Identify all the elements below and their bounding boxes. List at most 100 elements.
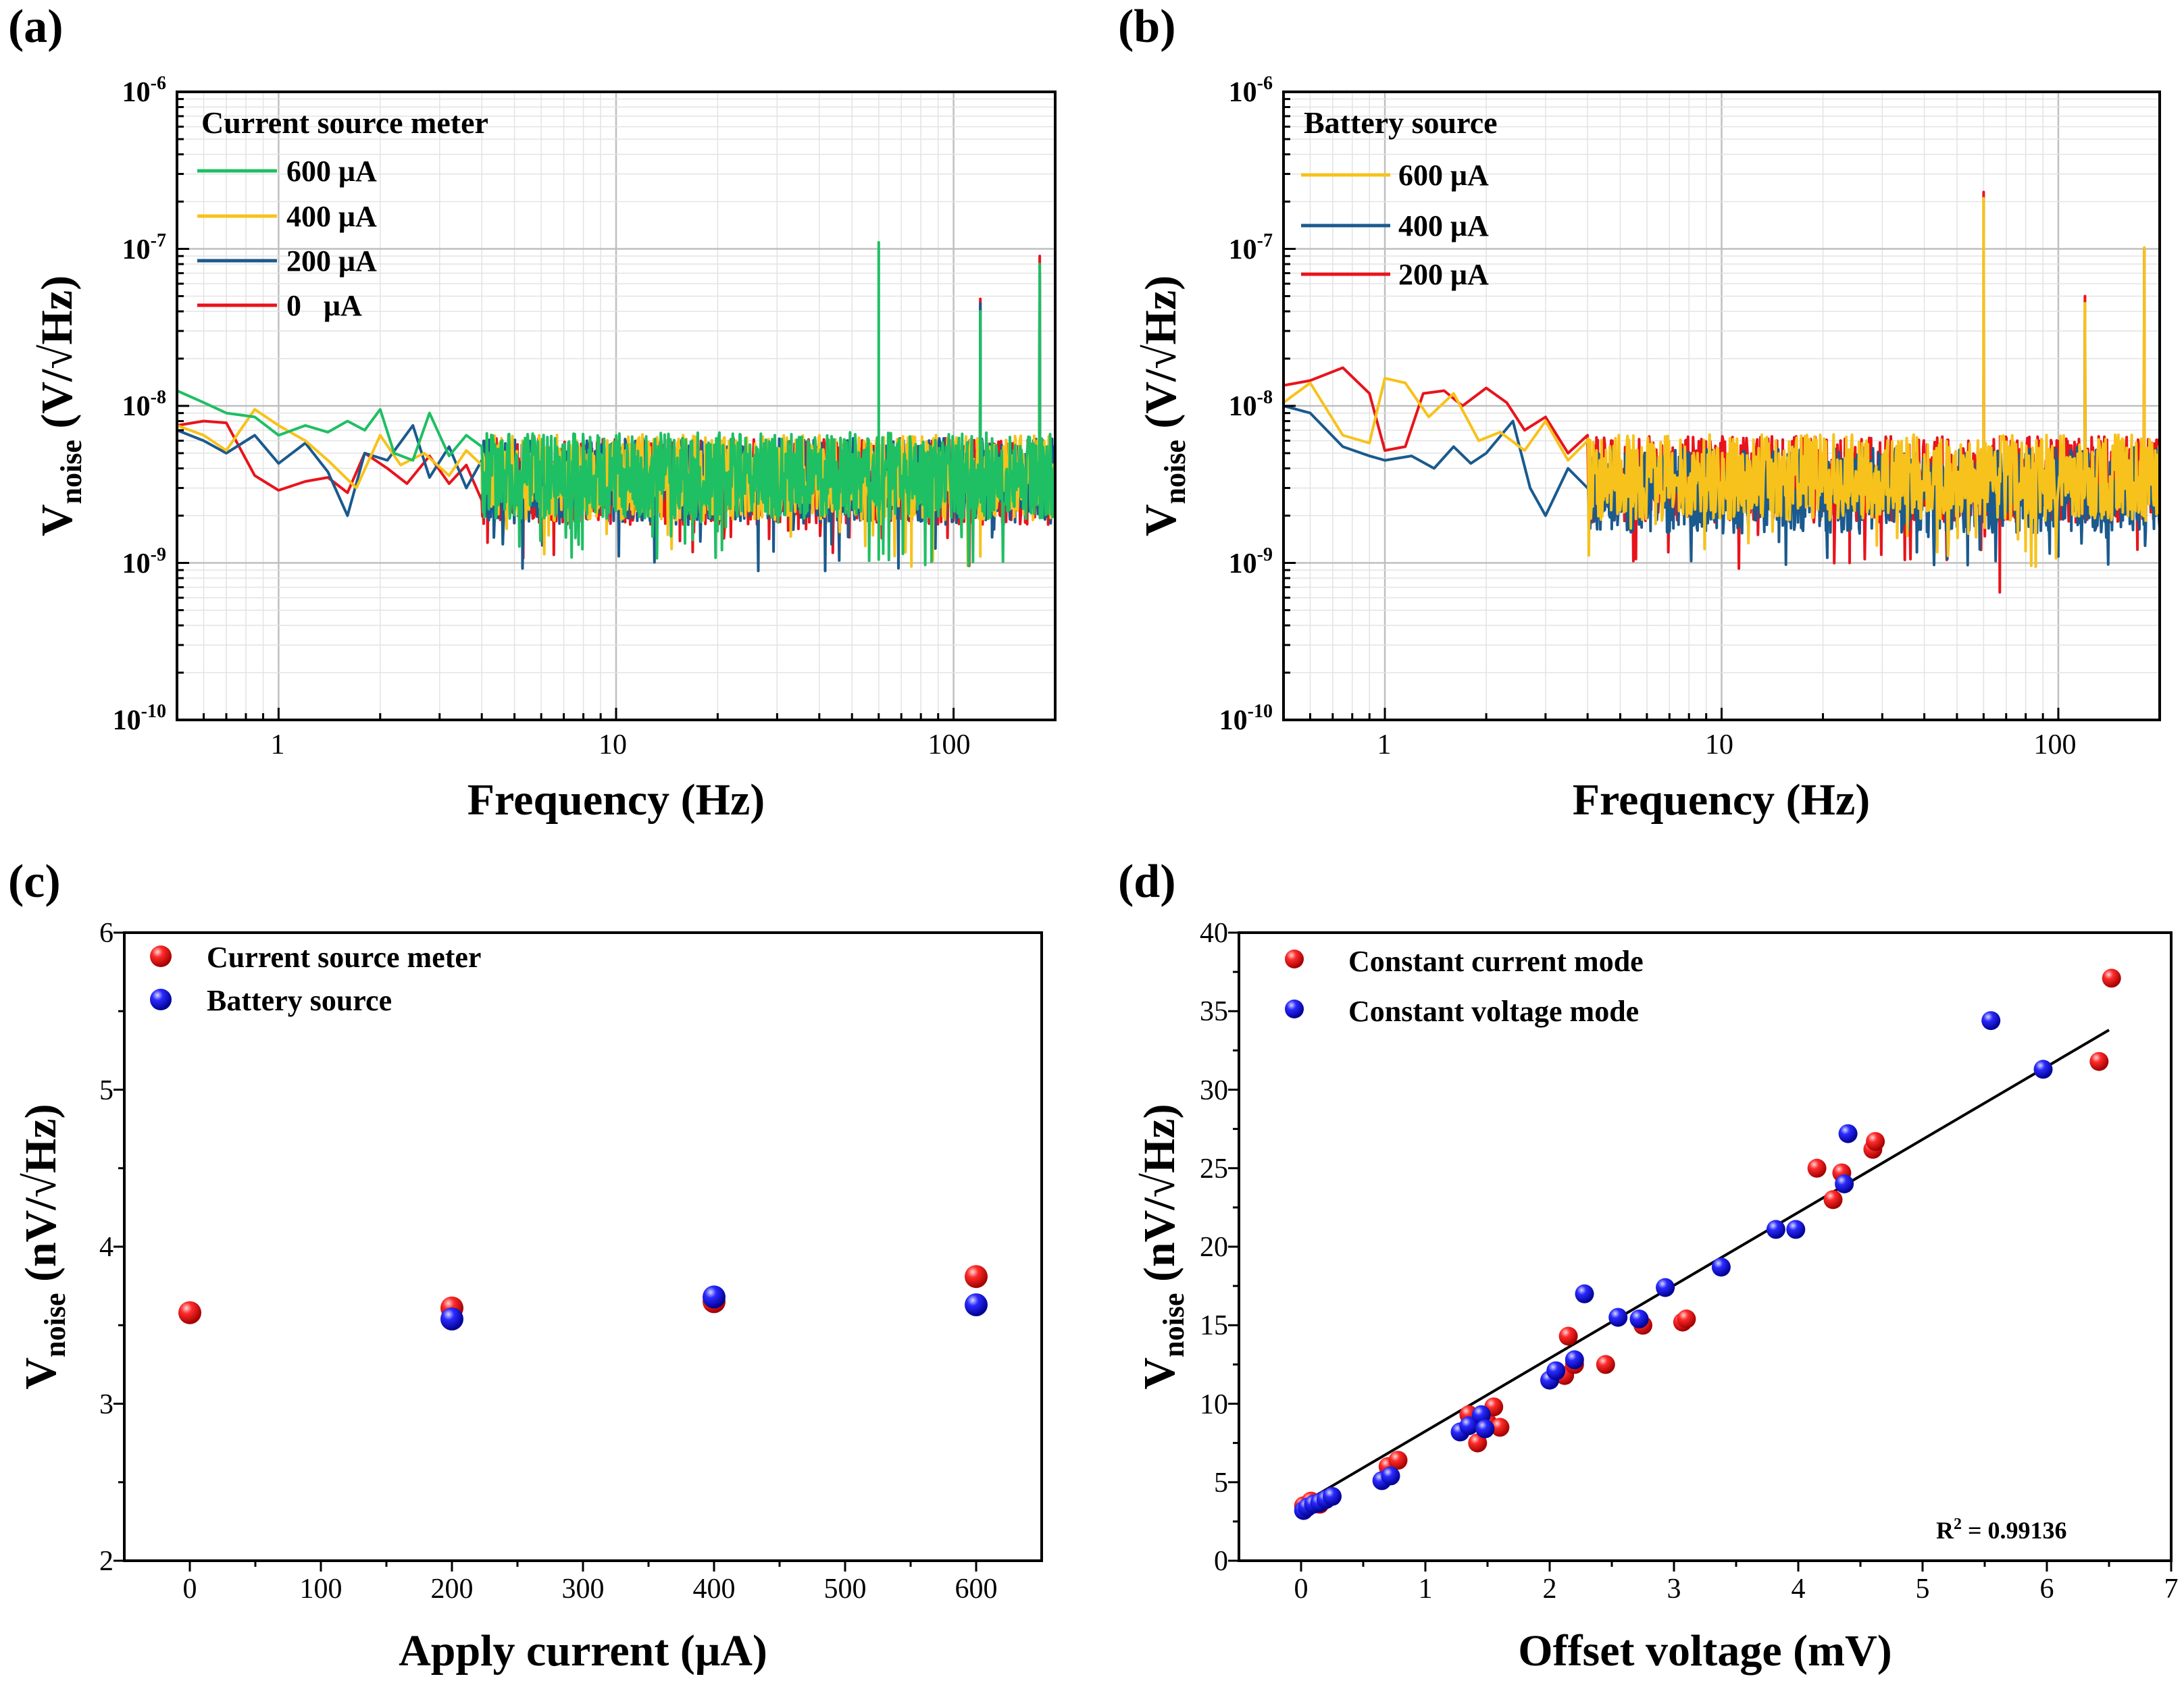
panel-c-label: (c) [8,856,61,908]
panel-d-xtick-label: 4 [1792,1574,1806,1605]
blue-data-point [1575,1284,1594,1303]
panel-a-ytick-label: 10-6 [122,73,166,108]
red-data-point [1558,1326,1578,1346]
panel-d-xtick-label: 1 [1419,1574,1433,1605]
panel-c-xtick-label: 100 [300,1574,342,1605]
panel-a-ticks [176,90,1057,721]
panel-a-ytick-label: 10-10 [113,701,166,736]
panel-c-ylabel: Vnoise (nV/√Hz) [16,1104,72,1389]
series-line-600uA [177,240,1055,567]
panel-a-legend-title: Current source meter [201,105,488,140]
panel-b-series [1284,190,2160,594]
panel-c-ytick-label: 2 [99,1546,113,1577]
panel-d-ytick-label: 15 [1200,1310,1228,1341]
panel-b-ytick-labels: 10-10 10-9 10-8 10-7 10-6 [1219,73,1273,736]
red-data-point [178,1301,201,1324]
panel-d-xtick-label: 2 [1543,1574,1557,1605]
panel-a-xtick-label: 10 [599,729,627,760]
panel-d-xtick-label: 7 [2164,1574,2179,1605]
panel-b-xtick-labels: 1 10 100 [1377,729,2077,760]
panel-c-points [178,1265,988,1330]
panel-b-ytick-label: 10-7 [1229,230,1273,265]
panel-c-xtick-label: 300 [562,1574,605,1605]
panel-d-xtick-label: 3 [1667,1574,1681,1605]
panel-a-legend-label: 400 μA [286,200,377,233]
panel-a-xtick-labels: 1 10 100 [271,729,971,760]
panel-b-legend-label: 200 μA [1398,258,1489,291]
panel-d-xtick-label: 0 [1294,1574,1309,1605]
panel-d-legend-label: Constant current mode [1348,945,1644,978]
fit-line [1300,1029,2110,1506]
red-data-point [1823,1190,1843,1210]
panel-d-ytick-labels: 0 5 10 15 20 25 30 35 40 [1200,918,1228,1577]
blue-data-point [2033,1060,2053,1079]
panel-d-legend-marker [1285,1000,1304,1018]
panel-d-ytick-label: 35 [1200,996,1228,1027]
panel-d-ytick-label: 20 [1200,1232,1228,1263]
panel-b-xlabel: Frequency (Hz) [1573,775,1871,825]
panel-d-points [1294,968,2121,1520]
red-data-point [1388,1451,1408,1470]
blue-data-point [965,1293,988,1316]
panel-b-ylabel: Vnoise (V/√Hz) [1136,276,1192,536]
panel-c-legend-label: Battery source [207,984,392,1017]
panel-d-ytick-label: 5 [1214,1468,1228,1499]
panel-d-xlabel: Offset voltage (mV) [1518,1626,1891,1676]
panel-b-label: (b) [1118,1,1176,53]
panel-a-legend-label: 0 μA [286,289,362,322]
blue-data-point [1656,1278,1675,1297]
panel-a-legend: Current source meter 600 μA 400 μA 200 μ… [197,105,488,322]
panel-d-legend-marker [1285,950,1304,968]
panel-d-ticks [1228,931,2173,1572]
panel-c-xlabel: Apply current (μA) [399,1626,767,1676]
panel-c-xtick-labels: 0 100 200 300 400 500 600 [183,1574,998,1605]
panel-b-xtick-label: 1 [1377,729,1392,760]
panel-a-ytick-labels: 10-10 10-9 10-8 10-7 10-6 [113,73,166,736]
panel-c-ytick-label: 5 [99,1075,113,1106]
panel-d-ytick-label: 25 [1200,1153,1228,1185]
panel-c-legend-label: Current source meter [207,941,481,974]
blue-data-point [1629,1310,1649,1328]
blue-data-point [1835,1174,1854,1193]
panel-a-legend-label: 600 μA [286,155,377,188]
panel-a-legend-label: 200 μA [286,244,377,278]
panel-d-ytick-label: 0 [1214,1546,1228,1577]
blue-data-point [1546,1361,1566,1380]
panel-d-ytick-label: 10 [1200,1389,1228,1420]
panel-d-ytick-label: 30 [1200,1075,1228,1106]
red-data-point [1468,1433,1488,1453]
panel-d-label: (d) [1118,856,1176,908]
blue-data-point [440,1307,463,1330]
panel-c-xtick-label: 400 [693,1574,736,1605]
blue-data-point [1381,1466,1400,1486]
panel-b-ytick-label: 10-8 [1229,387,1273,422]
panel-d-xtick-label: 6 [2040,1574,2054,1605]
panel-c-xtick-label: 0 [183,1574,197,1605]
panel-d-legend: Constant current mode Constant voltage m… [1285,945,1644,1028]
panel-c-ytick-label: 3 [99,1389,113,1420]
panel-a-xtick-label: 100 [928,729,971,760]
panel-c-frame [123,931,1043,1562]
panel-c-ytick-label: 6 [99,918,113,949]
panel-b-xtick-label: 10 [1705,729,1733,760]
blue-data-point [1475,1419,1495,1438]
red-data-point [1596,1355,1615,1374]
blue-data-point [1766,1220,1785,1239]
panel-a-xtick-label: 1 [271,729,285,760]
panel-b: (b) 10-10 10-9 10-8 10-7 10-6 1 10 100 F… [1118,1,2161,825]
panel-c-legend-marker [150,945,172,967]
red-data-point [2102,968,2121,988]
panel-b-legend-label: 600 μA [1398,159,1489,192]
red-data-point [1490,1418,1510,1437]
panel-b-ticks [1282,90,2161,721]
panel-c: (c) 2 3 4 5 6 0 100 200 300 400 500 600 … [8,856,1043,1676]
panel-b-legend: Battery source 600 μA 400 μA 200 μA [1301,105,1498,291]
blue-data-point [1786,1220,1806,1239]
panel-d-xtick-labels: 0 1 2 3 4 5 6 7 [1294,1574,2179,1605]
red-data-point [1866,1132,1885,1151]
blue-data-point [1565,1350,1584,1370]
red-data-point [2089,1052,2109,1071]
panel-a-ytick-label: 10-7 [122,230,166,265]
panel-a-ytick-label: 10-8 [122,387,166,422]
